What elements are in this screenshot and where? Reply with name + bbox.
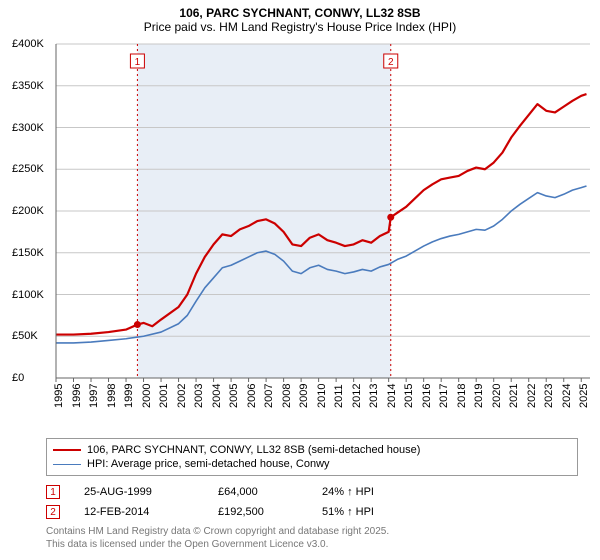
y-tick-label: £350K <box>12 80 44 92</box>
x-tick-label: 2001 <box>158 384 164 408</box>
x-tick-label: 1998 <box>106 384 112 408</box>
x-tick-label: 1997 <box>88 384 94 408</box>
x-tick-label: 2018 <box>456 384 462 408</box>
x-tick-label: 2003 <box>193 384 199 408</box>
svg-text:2: 2 <box>388 57 394 68</box>
x-tick-label: 2007 <box>263 384 269 408</box>
event-price: £64,000 <box>218 486 298 498</box>
x-tick-label: 2021 <box>508 384 514 408</box>
x-tick-label: 2006 <box>246 384 252 408</box>
x-tick-label: 2019 <box>473 384 479 408</box>
page-subtitle: Price paid vs. HM Land Registry's House … <box>0 20 600 38</box>
event-delta: 24% ↑ HPI <box>322 486 374 498</box>
page-title: 106, PARC SYCHNANT, CONWY, LL32 8SB <box>0 0 600 20</box>
y-tick-label: £150K <box>12 247 44 259</box>
x-tick-label: 2012 <box>351 384 357 408</box>
y-tick-label: £50K <box>12 330 38 342</box>
x-tick-label: 1995 <box>53 384 59 408</box>
price-chart: 12 £0£50K£100K£150K£200K£250K£300K£350K£… <box>14 38 594 408</box>
legend: 106, PARC SYCHNANT, CONWY, LL32 8SB (sem… <box>46 438 578 476</box>
event-date: 12-FEB-2014 <box>84 506 194 518</box>
attribution: Contains HM Land Registry data © Crown c… <box>46 526 578 551</box>
attribution-line: This data is licensed under the Open Gov… <box>46 539 578 552</box>
legend-label: 106, PARC SYCHNANT, CONWY, LL32 8SB (sem… <box>87 444 420 456</box>
event-table: 1 25-AUG-1999 £64,000 24% ↑ HPI 2 12-FEB-2014… <box>46 482 578 522</box>
legend-row: HPI: Average price, semi-detached house,… <box>53 457 571 471</box>
x-tick-label: 2015 <box>403 384 409 408</box>
x-tick-label: 2024 <box>561 384 567 408</box>
x-tick-label: 2008 <box>281 384 287 408</box>
y-tick-label: £250K <box>12 163 44 175</box>
x-tick-label: 2016 <box>421 384 427 408</box>
y-tick-label: £200K <box>12 205 44 217</box>
legend-swatch <box>53 464 81 465</box>
x-tick-label: 1996 <box>71 384 77 408</box>
x-tick-label: 2014 <box>386 384 392 408</box>
attribution-line: Contains HM Land Registry data © Crown c… <box>46 526 578 539</box>
event-badge: 2 <box>46 505 60 519</box>
event-row: 2 12-FEB-2014 £192,500 51% ↑ HPI <box>46 502 578 522</box>
legend-label: HPI: Average price, semi-detached house,… <box>87 458 330 470</box>
x-tick-label: 2009 <box>298 384 304 408</box>
svg-text:1: 1 <box>135 57 141 68</box>
x-tick-label: 2010 <box>316 384 322 408</box>
legend-row: 106, PARC SYCHNANT, CONWY, LL32 8SB (sem… <box>53 443 571 457</box>
legend-swatch <box>53 449 81 451</box>
event-date: 25-AUG-1999 <box>84 486 194 498</box>
x-tick-label: 2020 <box>491 384 497 408</box>
x-tick-label: 2002 <box>176 384 182 408</box>
x-tick-label: 2000 <box>141 384 147 408</box>
x-tick-label: 1999 <box>123 384 129 408</box>
event-price: £192,500 <box>218 506 298 518</box>
chart-svg: 12 <box>14 38 594 408</box>
x-tick-label: 2023 <box>543 384 549 408</box>
event-delta: 51% ↑ HPI <box>322 506 374 518</box>
y-tick-label: £0 <box>12 372 24 384</box>
x-tick-label: 2013 <box>368 384 374 408</box>
y-tick-label: £400K <box>12 38 44 50</box>
x-tick-label: 2005 <box>228 384 234 408</box>
event-badge: 1 <box>46 485 60 499</box>
event-row: 1 25-AUG-1999 £64,000 24% ↑ HPI <box>46 482 578 502</box>
y-tick-label: £300K <box>12 122 44 134</box>
x-tick-label: 2004 <box>211 384 217 408</box>
x-tick-label: 2025 <box>578 384 584 408</box>
x-tick-label: 2011 <box>333 384 339 408</box>
y-tick-label: £100K <box>12 289 44 301</box>
x-tick-label: 2017 <box>438 384 444 408</box>
x-tick-label: 2022 <box>526 384 532 408</box>
